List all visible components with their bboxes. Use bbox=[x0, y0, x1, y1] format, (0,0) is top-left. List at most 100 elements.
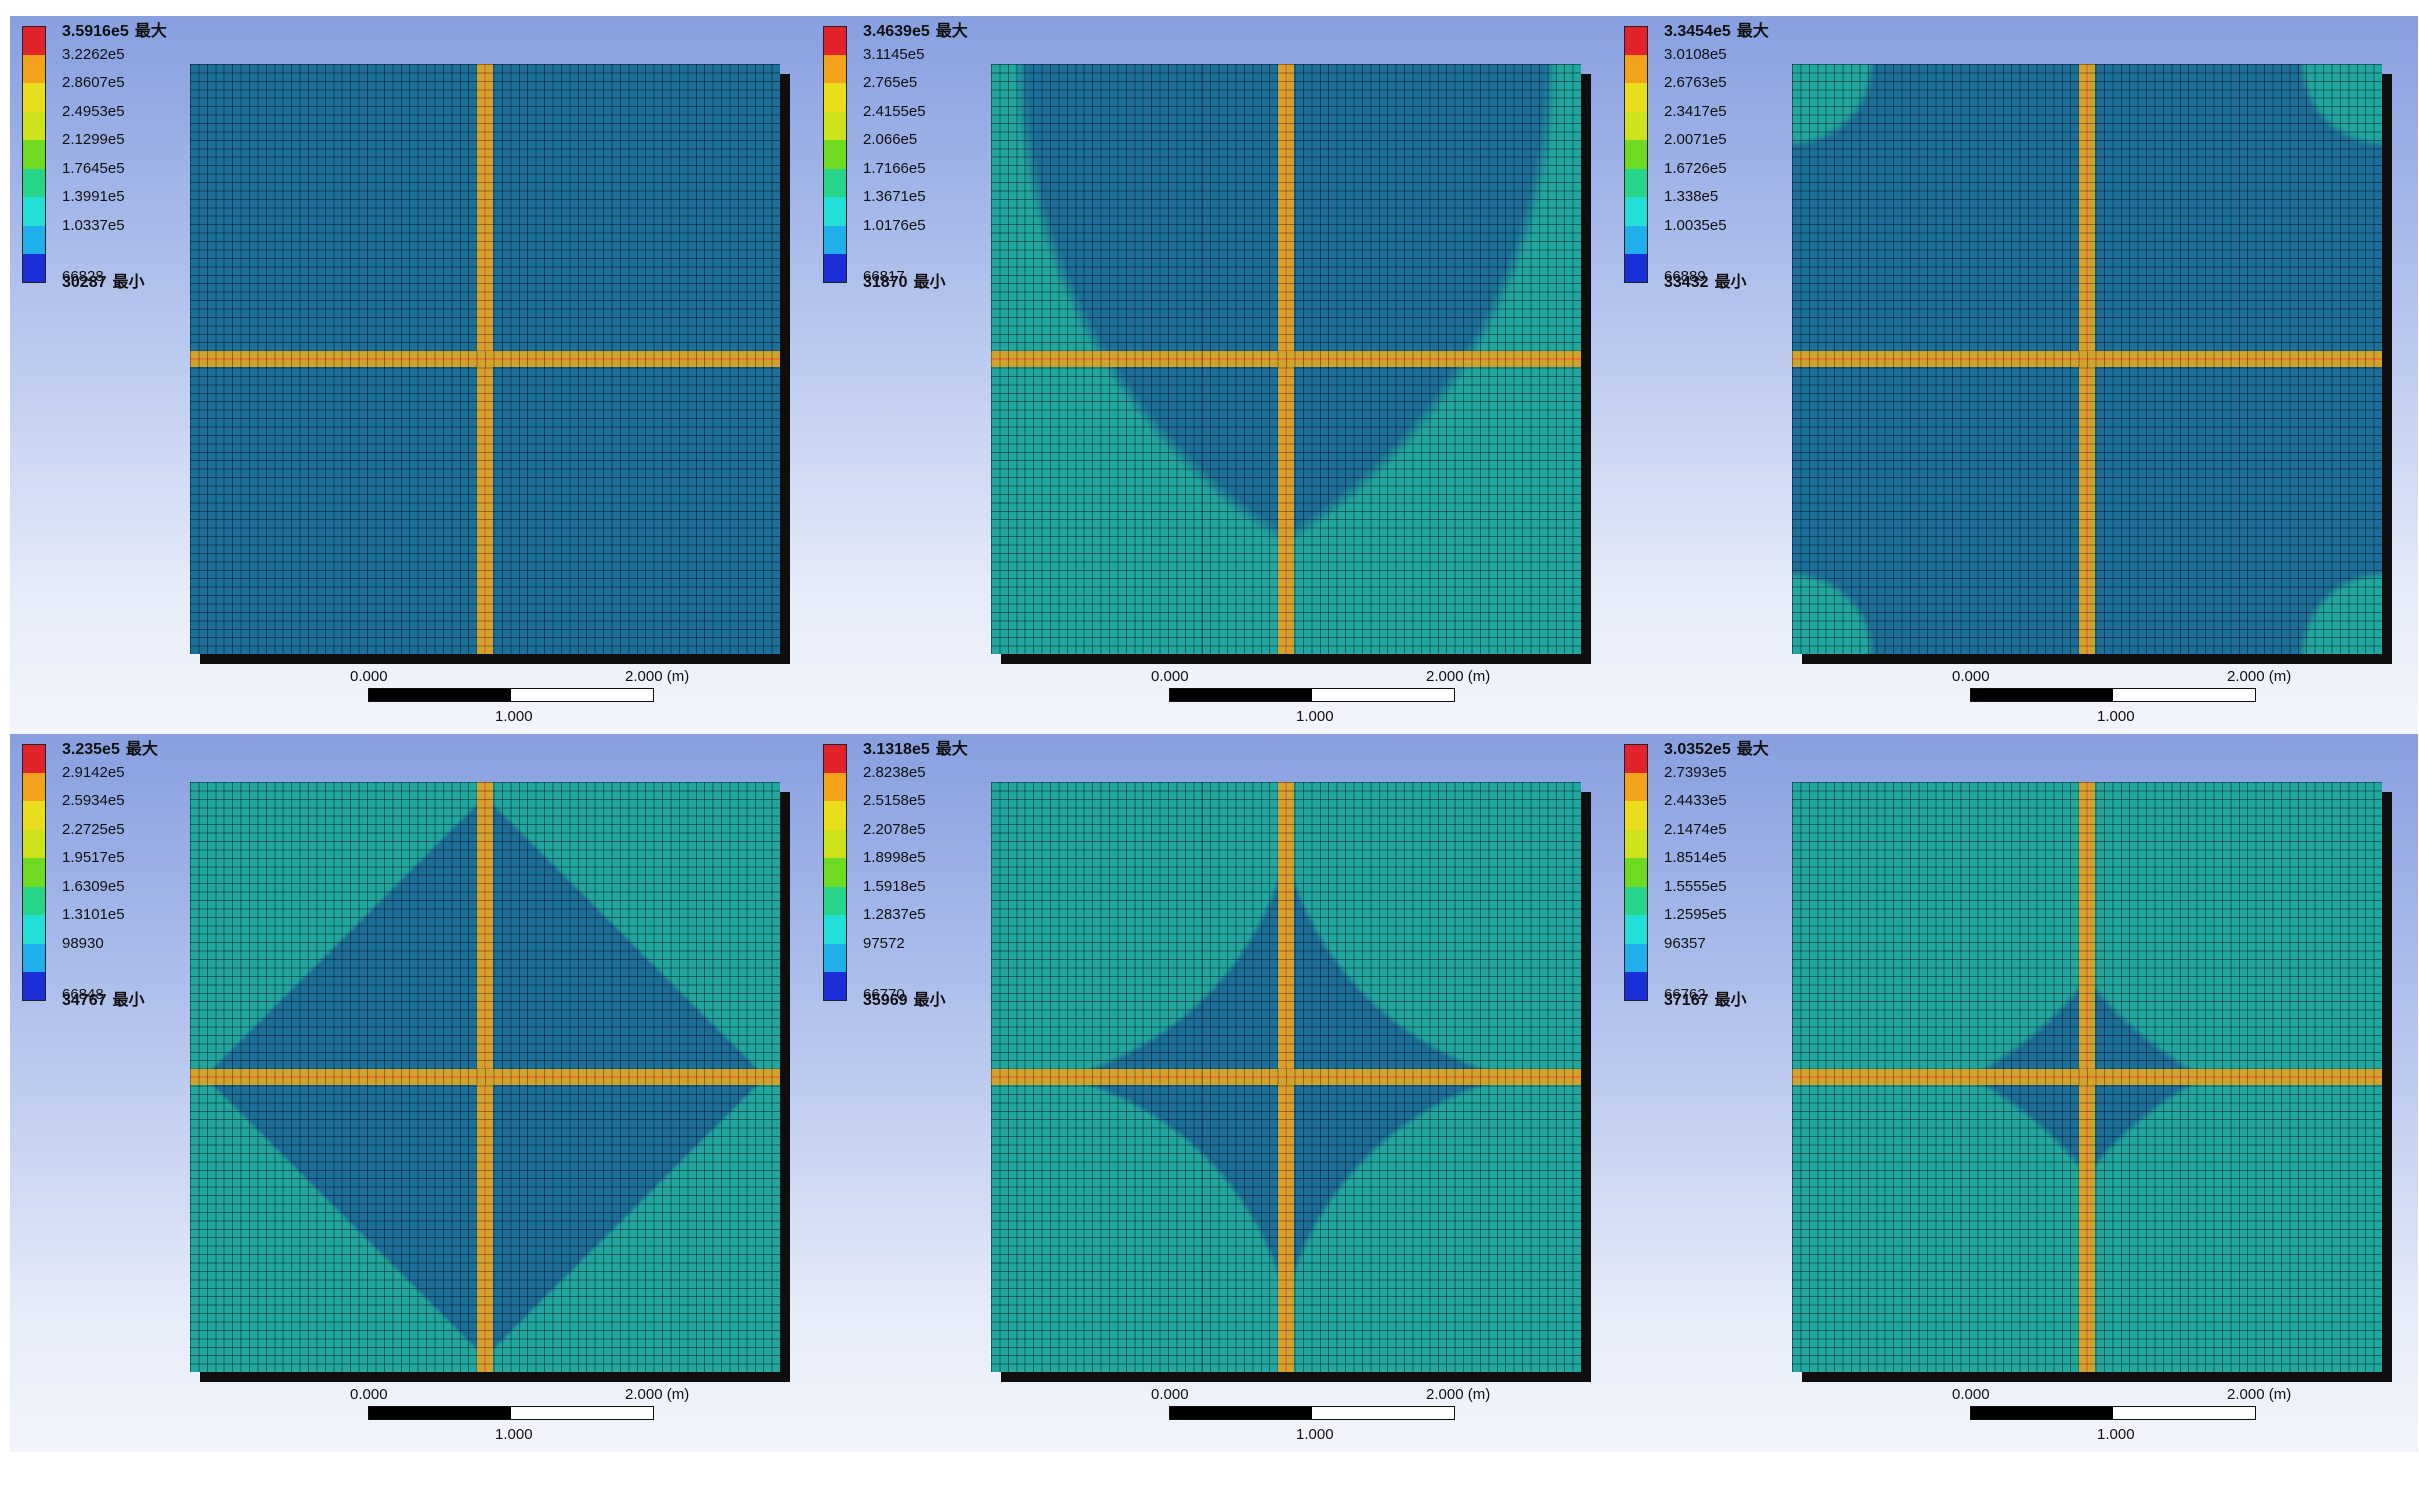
scale-mid-label: 1.000 bbox=[495, 708, 533, 725]
legend-row: 2.9142e5 bbox=[22, 764, 242, 801]
mesh-plate bbox=[1792, 782, 2392, 1382]
contour-panel: 3.1318e5 最大 2.8238e5 2.5158e5 2.2078e5 1.8998… bbox=[811, 734, 1617, 1452]
legend-row: 2.2078e5 bbox=[823, 821, 1043, 858]
legend-swatch bbox=[823, 972, 847, 1001]
legend-max-tag: 最大 bbox=[935, 741, 968, 758]
legend-row: 2.066e5 bbox=[823, 131, 1043, 169]
legend-swatch bbox=[1624, 111, 1648, 140]
legend-swatch bbox=[1624, 225, 1648, 254]
plate-face bbox=[1792, 64, 2382, 654]
legend-value: 2.5934e5 bbox=[62, 792, 125, 809]
legend-row: 1.6309e5 bbox=[22, 878, 242, 915]
legend-row: 66889 33432 最小 bbox=[1624, 254, 1844, 291]
legend-row: 3.5916e5 最大 bbox=[22, 23, 242, 55]
legend-value: 2.4953e5 bbox=[62, 102, 125, 120]
legend-swatch bbox=[1624, 972, 1648, 1001]
legend-row: 98930 bbox=[22, 935, 242, 972]
legend-row: 96357 bbox=[1624, 935, 1844, 972]
legend-max-value: 3.4639e5 bbox=[863, 23, 930, 40]
legend-swatch bbox=[22, 829, 46, 858]
legend-row: 66828 30287 最小 bbox=[22, 254, 242, 291]
legend-row: 2.1299e5 bbox=[22, 131, 242, 169]
horizontal-stress-band bbox=[190, 1069, 780, 1085]
legend-swatch bbox=[22, 168, 46, 197]
legend-value: 1.0035e5 bbox=[1664, 216, 1727, 234]
legend-value: 3.1145e5 bbox=[863, 45, 925, 63]
legend-value: 2.6763e5 bbox=[1664, 74, 1727, 91]
scale-start-label: 0.000 bbox=[1151, 1386, 1189, 1403]
legend-value: 3.0108e5 bbox=[1664, 45, 1727, 63]
legend-row: 1.8998e5 bbox=[823, 849, 1043, 887]
legend-swatch bbox=[1624, 772, 1648, 801]
scale-bar: 0.000 2.000 (m) 1.000 bbox=[350, 1386, 689, 1446]
legend-row: 3.4639e5 最大 bbox=[823, 23, 1043, 55]
mesh-plate bbox=[991, 64, 1591, 664]
legend-swatch bbox=[22, 197, 46, 226]
legend-swatch bbox=[22, 26, 46, 55]
legend-max-value: 3.1318e5 bbox=[863, 741, 930, 758]
legend-value: 2.5158e5 bbox=[863, 792, 926, 809]
legend-swatch bbox=[823, 26, 847, 55]
legend-value: 2.0071e5 bbox=[1664, 131, 1727, 148]
scale-mid-label: 1.000 bbox=[495, 1426, 533, 1443]
legend-min: 30287 最小 bbox=[62, 268, 145, 292]
legend-swatch bbox=[1624, 83, 1648, 112]
legend-row: 1.338e5 bbox=[1624, 188, 1844, 226]
legend-swatch bbox=[1624, 744, 1648, 773]
legend-swatch bbox=[1624, 26, 1648, 55]
legend-swatch bbox=[823, 943, 847, 972]
legend-swatch bbox=[22, 972, 46, 1001]
legend-swatch bbox=[22, 54, 46, 83]
legend-min: 33432 最小 bbox=[1664, 268, 1747, 292]
legend-max-value: 3.5916e5 bbox=[62, 23, 129, 40]
legend-row: 1.0035e5 bbox=[1624, 217, 1844, 254]
legend-value: 66770 bbox=[863, 986, 905, 1003]
legend-swatch bbox=[823, 83, 847, 112]
legend-value: 1.5555e5 bbox=[1664, 877, 1727, 895]
legend-min-tag: 最小 bbox=[1714, 274, 1747, 291]
legend-swatch bbox=[1624, 801, 1648, 830]
legend-min-tag: 最小 bbox=[1714, 992, 1747, 1009]
legend-row: 2.8607e5 bbox=[22, 74, 242, 112]
legend-swatch bbox=[823, 197, 847, 226]
scale-bar: 0.000 2.000 (m) 1.000 bbox=[1952, 668, 2291, 728]
legend-row: 1.0176e5 bbox=[823, 217, 1043, 254]
plate-face bbox=[991, 782, 1581, 1372]
horizontal-stress-band bbox=[1792, 1069, 2382, 1085]
legend-value: 2.3417e5 bbox=[1664, 102, 1727, 120]
scale-mid-label: 1.000 bbox=[2097, 1426, 2135, 1443]
legend-value: 2.2078e5 bbox=[863, 820, 926, 838]
legend-row: 2.5934e5 bbox=[22, 792, 242, 830]
scale-start-label: 0.000 bbox=[350, 668, 388, 685]
color-legend: 3.3454e5 最大 3.0108e5 2.6763e5 2.3417e5 2.0071… bbox=[1624, 23, 1844, 291]
legend-value: 1.3101e5 bbox=[62, 906, 125, 923]
legend-max-tag: 最大 bbox=[125, 741, 158, 758]
legend-row: 1.5918e5 bbox=[823, 878, 1043, 915]
legend-swatch bbox=[823, 254, 847, 283]
legend-value: 3.2262e5 bbox=[62, 45, 125, 63]
scale-bar: 0.000 2.000 (m) 1.000 bbox=[1952, 1386, 2291, 1446]
legend-swatch bbox=[22, 744, 46, 773]
legend-value: 1.338e5 bbox=[1664, 188, 1719, 205]
legend-row: 2.8238e5 bbox=[823, 764, 1043, 801]
legend-value: 97572 bbox=[863, 934, 905, 952]
scale-start-label: 0.000 bbox=[1952, 668, 1990, 685]
legend-swatch bbox=[22, 111, 46, 140]
legend-max-tag: 最大 bbox=[134, 23, 167, 40]
legend-value: 66762 bbox=[1664, 986, 1706, 1003]
legend-row: 1.2595e5 bbox=[1624, 906, 1844, 944]
legend-swatch bbox=[1624, 886, 1648, 915]
legend-swatch bbox=[823, 772, 847, 801]
legend-row: 2.2725e5 bbox=[22, 821, 242, 858]
legend-row: 3.0108e5 bbox=[1624, 46, 1844, 83]
horizontal-stress-band bbox=[190, 351, 780, 367]
color-legend: 3.4639e5 最大 3.1145e5 2.765e5 2.4155e5 2.066e5… bbox=[823, 23, 1043, 291]
legend-value: 1.6726e5 bbox=[1664, 159, 1727, 177]
legend-swatch bbox=[22, 915, 46, 944]
scale-bar-graphic bbox=[1970, 688, 2256, 702]
mesh-plate bbox=[190, 782, 790, 1382]
legend-row: 3.1318e5 最大 bbox=[823, 741, 1043, 773]
scale-bar-fill bbox=[1170, 689, 1312, 701]
legend-row: 2.3417e5 bbox=[1624, 103, 1844, 140]
legend-row: 1.3101e5 bbox=[22, 906, 242, 944]
